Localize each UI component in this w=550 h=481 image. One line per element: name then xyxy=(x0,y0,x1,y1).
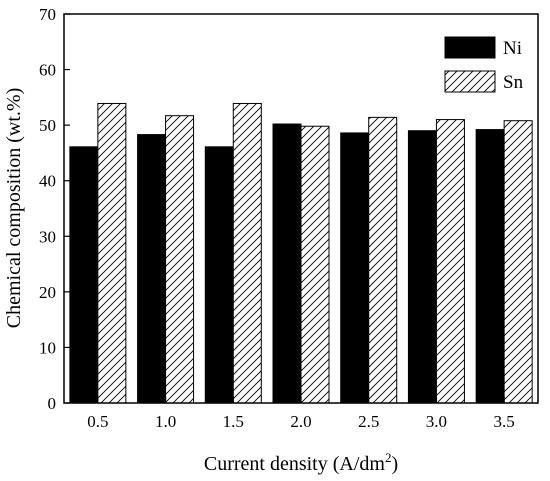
x-tick-label-0.5: 0.5 xyxy=(87,412,108,431)
x-tick-label-2.5: 2.5 xyxy=(358,412,379,431)
y-tick-label-70: 70 xyxy=(39,5,56,24)
x-axis-ticks: 0.5 1.0 1.5 2.0 2.5 3.0 3.5 xyxy=(87,397,515,431)
legend-swatch-ni xyxy=(444,36,496,59)
bar-ni-2.5 xyxy=(340,132,370,404)
y-tick-label-40: 40 xyxy=(39,172,56,191)
x-tick-label-1.5: 1.5 xyxy=(223,412,244,431)
x-axis-title-sup: 2 xyxy=(385,450,392,465)
x-tick-label-1.0: 1.0 xyxy=(155,412,176,431)
plot-frame xyxy=(63,13,539,404)
legend-label-sn: Sn xyxy=(503,72,524,93)
x-axis-title: Current density (A/dm2) xyxy=(204,450,398,475)
y-tick-label-10: 10 xyxy=(39,338,56,357)
bar-ni-1.0 xyxy=(137,134,167,404)
bar-ni-2.0 xyxy=(272,123,302,404)
legend-label-ni: Ni xyxy=(503,38,522,59)
bar-sn-1.0 xyxy=(165,115,195,404)
bar-sn-3.0 xyxy=(435,119,465,404)
legend-swatch-sn xyxy=(444,70,496,93)
y-axis-title: Chemical composition (wt.%) xyxy=(3,88,25,329)
x-axis-title-main: Current density (A/dm xyxy=(204,453,386,475)
bar-ni-0.5 xyxy=(69,146,99,404)
bar-sn-0.5 xyxy=(97,102,127,404)
x-tick-label-3.5: 3.5 xyxy=(494,412,515,431)
bar-sn-3.5 xyxy=(503,120,533,404)
bar-sn-2.0 xyxy=(300,125,330,404)
bar-ni-3.5 xyxy=(475,129,505,404)
legend: Ni Sn xyxy=(444,36,524,93)
y-tick-label-30: 30 xyxy=(39,227,56,246)
x-tick-label-2.0: 2.0 xyxy=(290,412,311,431)
bar-sn-1.5 xyxy=(232,102,262,404)
bar-ni-3.0 xyxy=(407,130,437,404)
y-tick-label-20: 20 xyxy=(39,283,56,302)
bar-sn-2.5 xyxy=(368,116,398,404)
y-tick-label-0: 0 xyxy=(48,394,57,413)
y-tick-label-50: 50 xyxy=(39,116,56,135)
bars-group xyxy=(69,102,533,404)
y-axis-ticks: 0 10 20 30 40 50 60 70 xyxy=(39,5,70,413)
x-tick-label-3.0: 3.0 xyxy=(426,412,447,431)
bar-ni-1.5 xyxy=(204,146,234,404)
x-axis-title-end: ) xyxy=(391,453,398,475)
y-tick-label-60: 60 xyxy=(39,61,56,80)
